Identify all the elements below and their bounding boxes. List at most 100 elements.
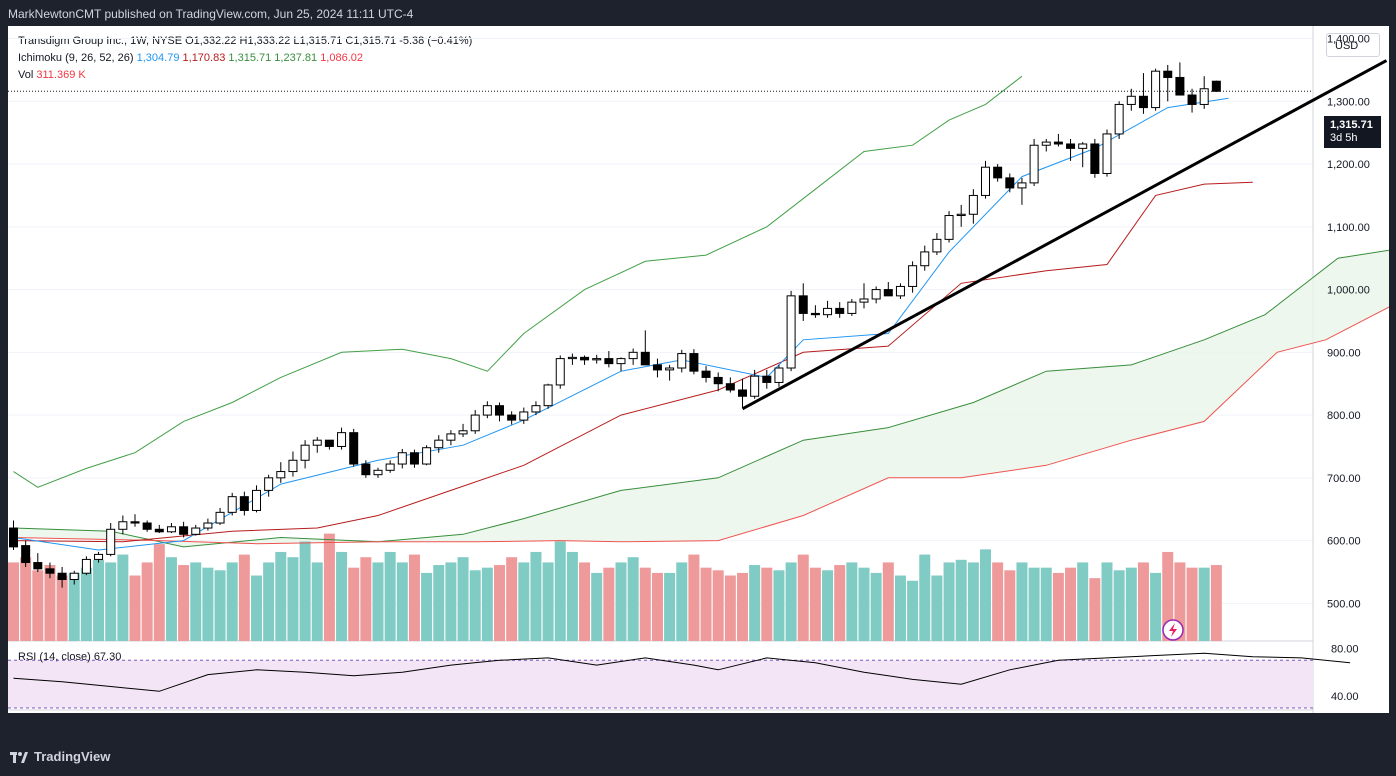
candle-body	[1138, 95, 1148, 109]
volume-legend: Vol 311.369 K	[18, 69, 86, 81]
candle-body	[142, 522, 152, 530]
price-tick-label: 1,400.00	[1327, 34, 1370, 46]
volume-bar	[481, 567, 493, 641]
volume-bar	[445, 562, 457, 641]
candle-body	[531, 405, 541, 413]
volume-bar	[566, 551, 578, 641]
candle-body	[264, 477, 274, 491]
candle-body	[519, 411, 529, 421]
candle-body	[567, 356, 577, 360]
symbol-title: Transdigm Group Inc., 1W, NYSE	[18, 35, 183, 47]
candle-body	[1126, 95, 1136, 105]
candle-body	[786, 295, 796, 369]
candle-body	[276, 471, 286, 479]
candle-body	[1102, 133, 1112, 174]
candle-body	[908, 265, 918, 287]
volume-bar	[1198, 567, 1210, 641]
volume-bar	[615, 562, 627, 641]
candle-body	[215, 511, 225, 524]
candle-body	[239, 496, 249, 511]
candle-body	[823, 307, 833, 316]
volume-bar	[178, 565, 190, 641]
span-b-value: 1,086.02	[320, 52, 364, 64]
candle-body	[543, 384, 553, 407]
volume-bar	[251, 575, 262, 641]
volume-bar	[494, 565, 505, 641]
volume-bar	[955, 559, 967, 641]
volume-bar	[165, 557, 177, 641]
span-b-line	[13, 306, 1389, 545]
volume-bar	[591, 572, 603, 641]
candle-body	[166, 526, 176, 533]
candle-body	[21, 545, 31, 564]
price-tick-label: 1,000.00	[1327, 285, 1370, 297]
candle-body	[920, 251, 930, 267]
candle-body	[337, 432, 347, 447]
volume-bar	[360, 557, 372, 641]
candle-body	[640, 351, 650, 366]
volume-bar	[676, 562, 688, 641]
price-tick-label: 700.00	[1327, 473, 1361, 485]
volume-bar	[797, 554, 809, 641]
candle-body	[555, 358, 565, 386]
candle-body	[422, 447, 432, 465]
lagging-span-line	[13, 75, 1023, 488]
candle-body	[361, 463, 371, 476]
candle-body	[1066, 143, 1076, 149]
rsi-value: 67.30	[93, 651, 122, 663]
volume-bar	[579, 562, 591, 641]
rsi-tick-label: 80.00	[1331, 643, 1359, 655]
publish-info: MarkNewtonCMT published on TradingView.c…	[8, 7, 414, 21]
candle-body	[774, 367, 784, 383]
candle-body	[482, 405, 492, 416]
candle-body	[1114, 103, 1124, 135]
candle-body	[1187, 94, 1197, 105]
volume-bar	[20, 557, 32, 641]
tradingview-logo[interactable]: TradingView	[10, 749, 110, 764]
volume-bar	[943, 562, 955, 641]
candle-body	[616, 358, 626, 365]
change-value: -5.38 (−0.41%)	[399, 35, 473, 47]
candle-body	[981, 166, 990, 196]
volume-bar	[129, 575, 141, 641]
support-trendline	[741, 59, 1388, 411]
volume-bar	[214, 570, 226, 641]
volume-bar	[396, 562, 408, 641]
rsi-band	[8, 660, 1313, 708]
volume-bar	[1065, 567, 1077, 641]
volume-bar	[664, 572, 676, 641]
candle-body	[324, 439, 334, 447]
candle-body	[810, 312, 820, 316]
span-a-value: 1,237.81	[274, 52, 318, 64]
chart-panel[interactable]: Transdigm Group Inc., 1W, NYSE O1,332.22…	[8, 26, 1389, 713]
volume-bar	[44, 565, 56, 641]
candle-body	[300, 444, 310, 461]
span-a-line	[13, 249, 1389, 548]
candle-body	[227, 496, 237, 513]
volume-bar	[749, 565, 761, 641]
volume-bar	[68, 572, 80, 641]
candle-body	[94, 553, 104, 560]
price-chart[interactable]: 1,400.00 1,300.00 1,200.00 1,100.00 1,000.00…	[8, 26, 1389, 713]
volume-bar	[506, 557, 518, 641]
candle-body	[69, 572, 79, 580]
volume-bar	[1089, 578, 1101, 641]
volume-bar	[1186, 567, 1198, 641]
volume-bar	[117, 554, 129, 641]
price-tick-label: 1,300.00	[1327, 96, 1370, 108]
volume-bar	[882, 562, 894, 641]
candle-body	[312, 439, 322, 446]
candle-body	[689, 353, 699, 372]
candle-body	[1078, 143, 1088, 149]
volume-bar	[153, 544, 165, 641]
candle-body	[45, 568, 55, 574]
volume-bar	[688, 554, 700, 641]
candle-body	[349, 432, 359, 465]
currency-button[interactable]: USD	[1326, 33, 1380, 57]
candle-body	[725, 383, 735, 391]
candle-body	[1151, 70, 1161, 109]
tradingview-brand: TradingView	[34, 749, 111, 764]
volume-bar	[785, 562, 797, 641]
volume-bar	[1077, 562, 1089, 641]
candle-body	[1163, 70, 1173, 78]
